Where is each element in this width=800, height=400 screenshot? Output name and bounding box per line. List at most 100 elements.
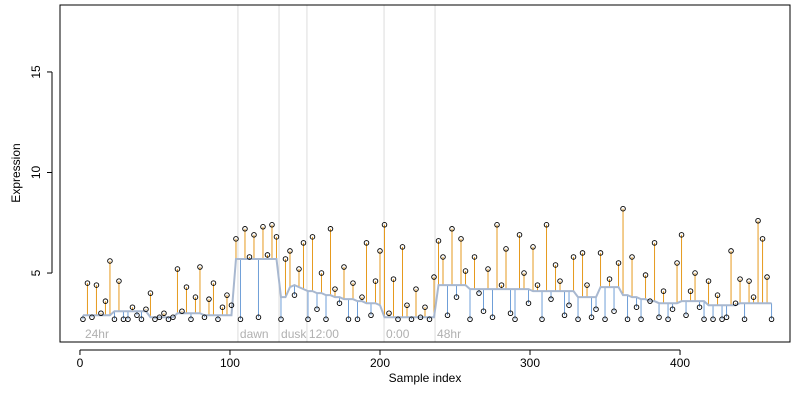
data-point xyxy=(404,302,410,308)
data-point xyxy=(98,310,104,316)
data-point xyxy=(228,302,235,308)
data-point xyxy=(503,246,509,252)
data-point xyxy=(260,224,266,230)
data-point xyxy=(431,274,437,280)
data-point xyxy=(669,306,676,312)
data-point xyxy=(647,298,653,304)
data-point xyxy=(413,286,419,292)
data-point xyxy=(696,304,703,310)
data-point xyxy=(642,272,649,278)
plot-box xyxy=(59,4,791,343)
data-point xyxy=(399,244,406,250)
data-point xyxy=(417,314,424,321)
data-point xyxy=(372,278,379,284)
data-point xyxy=(683,312,689,319)
data-point xyxy=(633,304,640,310)
data-point xyxy=(251,232,257,238)
data-point xyxy=(395,316,401,323)
data-point xyxy=(408,316,415,323)
data-point xyxy=(102,298,109,304)
x-tick-label: 200 xyxy=(370,356,390,370)
data-point xyxy=(588,314,595,321)
data-point xyxy=(732,300,739,306)
data-point xyxy=(210,280,217,286)
data-point xyxy=(291,292,298,298)
data-point xyxy=(354,316,361,323)
data-point xyxy=(741,316,748,323)
data-point xyxy=(615,260,622,266)
data-point xyxy=(269,222,275,228)
data-point xyxy=(593,306,599,312)
data-point xyxy=(498,282,505,288)
data-point xyxy=(584,282,590,288)
data-point xyxy=(651,240,658,246)
data-point xyxy=(656,314,662,321)
data-point xyxy=(629,254,635,260)
data-point xyxy=(152,316,158,323)
data-point xyxy=(179,308,185,314)
data-point xyxy=(107,258,113,264)
data-point xyxy=(165,316,172,323)
data-point xyxy=(215,316,221,323)
data-point xyxy=(381,222,388,228)
data-point xyxy=(485,266,491,272)
data-point xyxy=(521,270,527,276)
data-point xyxy=(183,284,190,290)
annotation: 48hr xyxy=(437,327,461,341)
data-point xyxy=(467,316,473,323)
data-point xyxy=(606,276,613,282)
data-point xyxy=(728,248,734,254)
data-point xyxy=(143,306,149,312)
data-point xyxy=(93,282,100,288)
data-point xyxy=(602,316,608,323)
y-axis-label: Expression xyxy=(9,143,23,202)
data-point xyxy=(723,314,730,321)
data-point xyxy=(480,308,487,314)
data-point xyxy=(516,232,523,238)
data-point xyxy=(305,316,311,323)
data-point xyxy=(192,294,199,300)
data-point xyxy=(296,266,302,272)
data-point xyxy=(426,316,433,323)
data-point xyxy=(89,314,95,321)
annotation: dawn xyxy=(240,327,269,341)
annotation: 12:00 xyxy=(309,327,339,341)
data-point xyxy=(566,302,572,308)
data-point xyxy=(84,280,91,286)
fit-layer xyxy=(82,257,772,319)
data-point xyxy=(435,238,442,244)
data-point xyxy=(512,316,518,323)
data-point xyxy=(273,234,280,240)
x-tick-label: 400 xyxy=(670,356,690,370)
x-tick-label: 100 xyxy=(220,356,240,370)
data-point xyxy=(692,270,698,276)
data-point xyxy=(170,314,176,321)
data-point xyxy=(462,268,469,274)
data-point xyxy=(345,316,352,323)
data-point xyxy=(129,304,136,310)
y-tick-label: 5 xyxy=(29,269,43,276)
data-point xyxy=(453,294,460,300)
data-point xyxy=(471,254,478,260)
x-axis-label: Sample index xyxy=(389,371,462,385)
data-point xyxy=(458,236,464,242)
data-point xyxy=(660,288,667,294)
data-point xyxy=(449,226,455,232)
data-point xyxy=(530,244,536,250)
data-point xyxy=(701,316,707,323)
data-point xyxy=(557,278,563,284)
data-point xyxy=(525,300,532,306)
y-tick-label: 15 xyxy=(29,65,43,79)
data-point xyxy=(687,288,694,294)
data-point xyxy=(624,316,631,323)
data-point xyxy=(336,300,343,306)
data-point xyxy=(125,316,131,323)
data-point xyxy=(755,218,761,224)
data-point xyxy=(494,222,500,228)
data-point xyxy=(597,250,604,256)
data-point xyxy=(174,266,181,272)
data-point xyxy=(611,308,617,314)
data-point xyxy=(314,306,320,312)
fit-line xyxy=(82,257,772,319)
x-tick-label: 0 xyxy=(77,356,84,370)
